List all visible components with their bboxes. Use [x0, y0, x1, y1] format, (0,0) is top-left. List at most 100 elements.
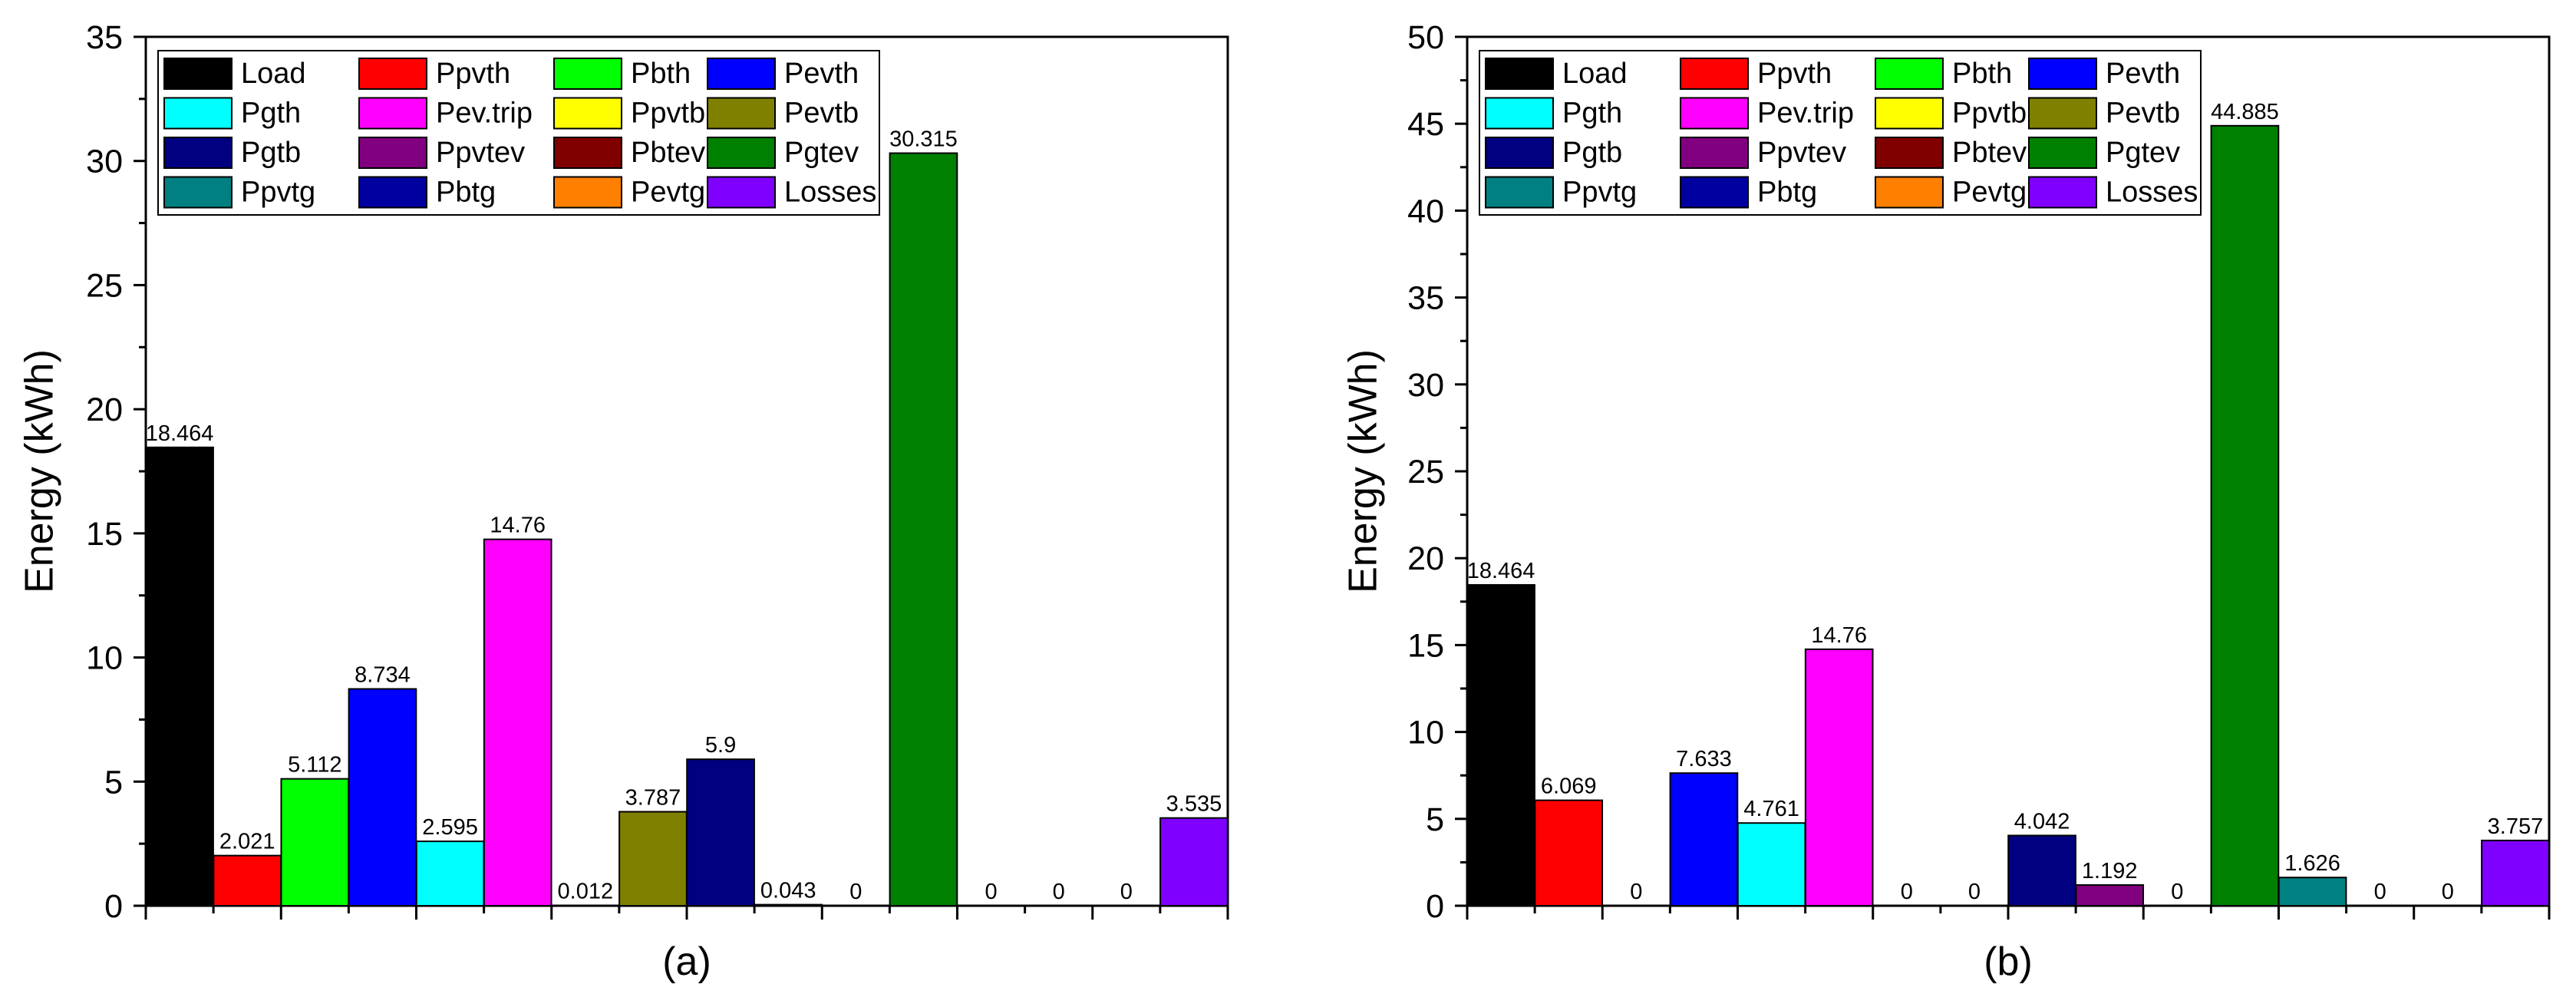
legend-label: Pev.trip [1757, 97, 1854, 130]
legend-swatch [1680, 97, 1749, 130]
panel-label: (a) [662, 940, 711, 984]
legend-label: Pbtev [631, 137, 705, 169]
data-label: 1.192 [2082, 859, 2138, 883]
y-tick-label: 20 [1407, 540, 1444, 577]
y-tick-label: 25 [86, 267, 123, 304]
legend-swatch [553, 58, 622, 90]
data-label: 0 [985, 880, 997, 904]
data-label: 5.112 [288, 753, 341, 778]
legend-label: Pgtev [2106, 137, 2180, 169]
legend-swatch [1485, 58, 1554, 90]
data-label: 1.626 [2284, 851, 2340, 876]
legend-label: Pbtev [1952, 137, 2027, 169]
legend-label: Ppvtev [1757, 137, 1846, 169]
legend-swatch [707, 137, 776, 169]
y-tick-label: 30 [1407, 367, 1444, 404]
data-label: 4.761 [1743, 797, 1799, 821]
legend-label: Load [1562, 58, 1628, 90]
legend-swatch [2028, 176, 2097, 209]
legend-label: Pbtg [436, 177, 496, 209]
legend-swatch [553, 97, 622, 130]
y-axis-title: Energy (kWh) [1341, 349, 1386, 593]
data-label: 0.043 [760, 879, 816, 903]
legend-label: Pevth [2106, 58, 2180, 90]
y-tick-label: 40 [1407, 193, 1444, 230]
legend-swatch [163, 58, 233, 90]
legend-label: Ppvtb [631, 97, 705, 130]
bar-load [145, 446, 214, 907]
legend-swatch [553, 137, 622, 169]
data-label: 5.9 [705, 733, 736, 758]
y-tick-label: 10 [86, 640, 123, 677]
legend-swatch [163, 97, 233, 130]
legend-swatch [2028, 137, 2097, 169]
legend-swatch [1875, 58, 1944, 90]
legend-swatch [707, 176, 776, 209]
data-label: 0 [1901, 880, 1913, 904]
legend-label: Losses [2106, 177, 2198, 209]
legend-swatch [1875, 137, 1944, 169]
bar-ppvtg [2278, 877, 2347, 907]
data-label: 3.787 [625, 786, 681, 811]
data-label: 18.464 [1467, 559, 1535, 583]
data-label: 0 [1968, 880, 1981, 904]
y-tick-label: 20 [86, 391, 123, 428]
legend-swatch [358, 58, 427, 90]
data-label: 0 [849, 880, 862, 904]
legend-label: Pevtg [631, 177, 705, 209]
bar-ppvtev [2075, 884, 2145, 907]
legend-label: Ppvtb [1952, 97, 2027, 130]
legend-label: Pgtev [784, 137, 859, 169]
bar-losses [2481, 839, 2550, 907]
legend-label: Ppvth [1757, 58, 1832, 90]
data-label: 0 [2442, 880, 2454, 904]
data-label: 14.76 [1811, 623, 1867, 648]
bar-ppvth [1534, 799, 1604, 907]
legend-swatch [1680, 137, 1749, 169]
legend-swatch [2028, 58, 2097, 90]
bar-pevth [1669, 772, 1739, 907]
data-label: 2.595 [422, 815, 478, 840]
legend-label: Pbth [631, 58, 691, 90]
data-label: 4.042 [2014, 809, 2070, 834]
legend-swatch [1485, 137, 1554, 169]
data-label: 8.734 [355, 663, 411, 688]
data-label: 0 [2374, 880, 2386, 904]
legend-swatch [358, 137, 427, 169]
bar-pbth [280, 778, 350, 907]
legend-label: Pbtg [1757, 177, 1817, 209]
bar-pgtb [2007, 834, 2076, 907]
bar-ppvtev [754, 903, 823, 907]
bar-pevtb [618, 811, 688, 907]
legend-label: Losses [784, 177, 876, 209]
bar-ppvth [213, 854, 282, 907]
legend-label: Pevtg [1952, 177, 2027, 209]
data-label: 6.069 [1541, 774, 1597, 799]
bar-load [1466, 583, 1535, 907]
legend-swatch [1875, 97, 1944, 130]
legend-label: Ppvtg [1562, 177, 1637, 209]
data-label: 3.757 [2488, 814, 2544, 839]
legend-swatch [1680, 58, 1749, 90]
legend-swatch [1485, 176, 1554, 209]
legend-label: Pevtb [2106, 97, 2180, 130]
data-label: 0 [1120, 880, 1133, 904]
legend-label: Pev.trip [436, 97, 533, 130]
legend-label: Pevth [784, 58, 859, 90]
data-label: 14.76 [490, 514, 546, 538]
data-label: 0 [1630, 880, 1642, 904]
y-axis-title: Energy (kWh) [18, 349, 62, 593]
legend-swatch [1680, 176, 1749, 209]
legend-swatch [707, 58, 776, 90]
legend-label: Ppvtev [436, 137, 525, 169]
y-tick-label: 0 [104, 888, 123, 925]
bar-pevth [348, 688, 417, 907]
legend-label: Pgtb [1562, 137, 1622, 169]
legend-swatch [358, 176, 427, 209]
bar-pev-trip [1804, 648, 1874, 907]
data-label: 0 [1053, 880, 1065, 904]
chart-panel-a: 18.464 2.021 5.112 8.734 2.595 14.76 0.012 3.78… [18, 19, 1229, 984]
y-tick-label: 25 [1407, 454, 1444, 490]
legend-swatch [1875, 176, 1944, 209]
